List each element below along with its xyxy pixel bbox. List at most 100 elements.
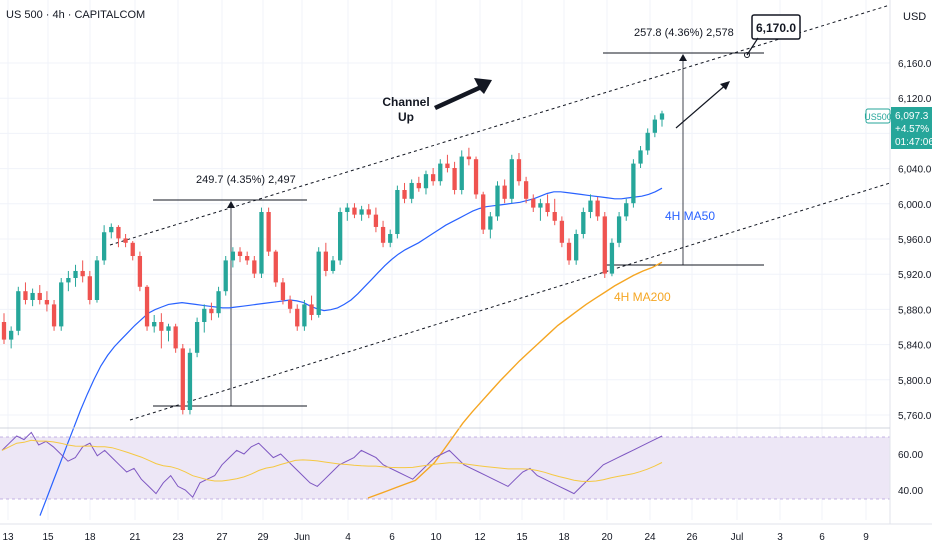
candlesticks [1, 110, 665, 415]
measure-left-label: 249.7 (4.35%) 2,497 [196, 174, 296, 186]
candle [574, 229, 579, 265]
candle [495, 181, 500, 221]
candle [159, 313, 164, 349]
measure-right-label: 257.8 (4.36%) 2,578 [634, 27, 734, 39]
target-point [744, 52, 750, 58]
rsi-ma-line [1, 439, 663, 483]
time-tick-label: 4 [345, 532, 351, 543]
candle [144, 285, 150, 331]
candle [552, 198, 557, 226]
candle [488, 212, 493, 239]
candle [438, 159, 443, 186]
candle [616, 212, 622, 248]
candle [659, 110, 665, 127]
candle [645, 128, 650, 155]
time-tick-label: 12 [474, 532, 486, 543]
price-tick-label: 5,840.0 [898, 341, 932, 352]
candle [481, 191, 486, 234]
channel-lower-line [129, 182, 891, 421]
target-label: 6,170.0 [756, 21, 796, 35]
candle [409, 179, 414, 204]
candle [66, 270, 71, 292]
time-tick-label: 3 [777, 532, 783, 543]
rsi-tick-label: 60.00 [898, 450, 923, 461]
time-tick-label: 10 [430, 532, 442, 543]
channel-upper-line [109, 4, 891, 246]
candle [473, 156, 479, 199]
candle [631, 159, 636, 208]
ma50-label: 4H MA50 [665, 209, 715, 223]
target-callout[interactable]: 6,170.0 [744, 14, 801, 58]
candle [280, 278, 286, 305]
rsi-axis: 60.00 40.00 [898, 450, 923, 497]
candle [380, 220, 386, 248]
candle [309, 295, 314, 321]
candle [73, 264, 78, 287]
time-axis[interactable]: 13 15 18 21 23 27 29 Jun 4 6 10 12 15 18 20 24 26 Jul 3 6 9 [2, 532, 869, 543]
last-price-badge: 6,097.3 +4.57% 01:47:06 [891, 107, 932, 149]
candle [273, 249, 278, 287]
candle [345, 203, 350, 221]
time-tick-label: 6 [819, 532, 825, 543]
price-tick-label: 6,160.0 [898, 59, 932, 70]
candle [609, 238, 615, 277]
candle [259, 207, 264, 278]
time-tick-label: 26 [686, 532, 698, 543]
candle [624, 198, 629, 221]
candle [423, 170, 429, 195]
candle [252, 256, 257, 278]
candle [338, 207, 343, 265]
rsi-band [0, 437, 890, 499]
target-box [751, 14, 801, 40]
candle [638, 146, 643, 168]
candle [509, 154, 514, 204]
candle [581, 207, 586, 239]
candle [652, 115, 657, 138]
candle [9, 326, 14, 349]
candle [545, 194, 550, 217]
time-tick-label: 13 [2, 532, 14, 543]
candle [209, 302, 214, 321]
candle [352, 203, 357, 219]
candle [230, 247, 236, 268]
time-tick-label: 15 [516, 532, 528, 543]
time-tick-label: 27 [216, 532, 228, 543]
price-tick-label: 6,120.0 [898, 94, 932, 105]
candle [445, 154, 450, 173]
channel-up-annotation: Channel Up [382, 78, 492, 124]
rsi-lines [1, 431, 663, 499]
candle [402, 182, 407, 204]
candle [16, 286, 21, 336]
price-tick-label: 5,800.0 [898, 376, 932, 387]
price-tick-label: 6,040.0 [898, 165, 932, 176]
candle [94, 256, 100, 303]
candle [180, 344, 185, 415]
candle [523, 176, 529, 204]
candle [502, 179, 507, 204]
candle [51, 300, 57, 331]
candle [194, 317, 200, 358]
candle [1, 313, 7, 344]
time-tick-label: 18 [558, 532, 570, 543]
time-tick-label: 9 [863, 532, 869, 543]
channel-label-line2: Up [398, 110, 414, 124]
time-tick-label: 15 [42, 532, 54, 543]
candle [287, 295, 293, 314]
time-tick-label: 18 [84, 532, 96, 543]
time-tick-label: 24 [644, 532, 656, 543]
time-tick-label: Jul [731, 532, 744, 543]
price-tick-label: 5,760.0 [898, 411, 932, 422]
candle [80, 260, 85, 283]
candle [173, 323, 178, 353]
price-tick-label: 5,920.0 [898, 270, 932, 281]
rsi-line [1, 431, 663, 499]
candle [152, 314, 157, 333]
measure-right-arrowhead-icon [679, 54, 687, 61]
candle [323, 242, 328, 277]
candle [295, 304, 300, 331]
time-tick-label: 20 [601, 532, 613, 543]
symbol-title: US 500 · 4h · CAPITALCOM [6, 9, 145, 21]
candle [166, 323, 171, 342]
time-tick-label: 6 [389, 532, 395, 543]
